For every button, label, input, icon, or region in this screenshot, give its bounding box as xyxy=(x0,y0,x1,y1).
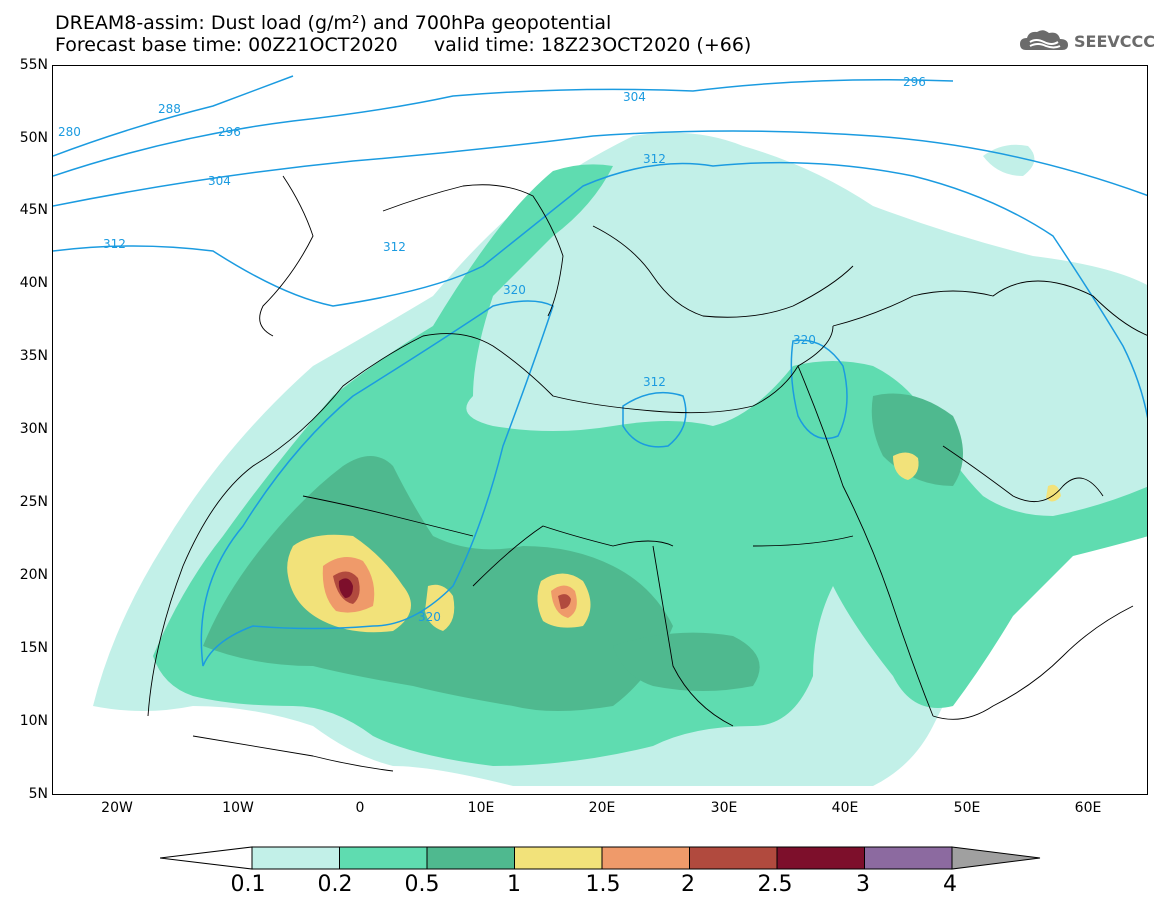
colorbar-tick: 2.5 xyxy=(757,872,793,897)
contour-label: 280 xyxy=(58,125,81,139)
contour-label: 312 xyxy=(643,152,666,166)
lat-label: 35N xyxy=(19,348,48,364)
colorbar-tick: 0.1 xyxy=(230,872,266,897)
contour-labels: 280 288 296 304 312 312 320 320 312 320 … xyxy=(58,75,926,624)
contour-label: 320 xyxy=(793,333,816,347)
map-title: DREAM8-assim: Dust load (g/m²) and 700hP… xyxy=(55,12,612,34)
colorbar-tick: 1 xyxy=(507,872,521,897)
lon-label: 50E xyxy=(953,800,981,816)
logo-text: SEEVCCC xyxy=(1074,31,1155,51)
colorbar-segment xyxy=(251,846,340,870)
colorbar-segment xyxy=(601,846,690,870)
contour-label: 320 xyxy=(418,610,441,624)
dust-layer-2.5 xyxy=(338,578,353,598)
lat-label: 25N xyxy=(19,494,48,510)
contour-label: 320 xyxy=(503,283,526,297)
lon-label: 0 xyxy=(355,800,365,816)
contour-label: 312 xyxy=(383,240,406,254)
forecast-times: Forecast base time: 00Z21OCT2020 valid t… xyxy=(55,34,752,56)
contour-label: 296 xyxy=(218,125,241,139)
contour-label: 288 xyxy=(158,102,181,116)
lat-label: 15N xyxy=(19,640,48,656)
colorbar-tick: 1.5 xyxy=(585,872,621,897)
contour-label: 296 xyxy=(903,75,926,89)
lat-label: 40N xyxy=(19,275,48,291)
lon-label: 10W xyxy=(222,800,254,816)
colorbar-tick: 2 xyxy=(681,872,695,897)
colorbar-tick: 0.2 xyxy=(317,872,353,897)
colorbar-tick: 4 xyxy=(943,872,957,897)
contour-label: 312 xyxy=(643,375,666,389)
cloud-icon xyxy=(1020,30,1068,50)
contour-label: 312 xyxy=(103,237,126,251)
coastlines xyxy=(147,175,1147,772)
contour-label: 304 xyxy=(623,90,646,104)
colorbar-tick: 3 xyxy=(856,872,870,897)
lon-label: 40E xyxy=(831,800,859,816)
lat-label: 50N xyxy=(19,130,48,146)
colorbar-segment xyxy=(864,846,953,870)
colorbar-segment xyxy=(514,846,603,870)
lat-label: 55N xyxy=(19,57,48,73)
lon-label: 10E xyxy=(467,800,495,816)
colorbar-min-arrow xyxy=(160,846,253,870)
contour-label: 304 xyxy=(208,174,231,188)
colorbar-max-arrow xyxy=(951,846,1041,870)
seevccc-logo: SEEVCCC xyxy=(1018,27,1155,55)
colorbar-tick: 0.5 xyxy=(404,872,440,897)
lon-label: 20W xyxy=(101,800,133,816)
colorbar-segment xyxy=(339,846,428,870)
lat-label: 45N xyxy=(19,202,48,218)
colorbar xyxy=(160,846,1041,870)
colorbar-segments xyxy=(251,846,953,870)
lon-label: 30E xyxy=(710,800,738,816)
lat-label: 5N xyxy=(28,786,48,802)
lat-label: 20N xyxy=(19,567,48,583)
colorbar-segment xyxy=(776,846,865,870)
colorbar-segment xyxy=(426,846,515,870)
lat-label: 30N xyxy=(19,421,48,437)
map-canvas: 280 288 296 304 312 312 320 320 312 320 … xyxy=(53,75,1147,786)
lat-label: 10N xyxy=(19,713,48,729)
dust-load-map: 280 288 296 304 312 312 320 320 312 320 … xyxy=(52,65,1148,795)
colorbar-segment xyxy=(689,846,778,870)
lon-label: 20E xyxy=(588,800,616,816)
geopotential-contours xyxy=(53,75,1147,667)
lon-label: 60E xyxy=(1074,800,1102,816)
